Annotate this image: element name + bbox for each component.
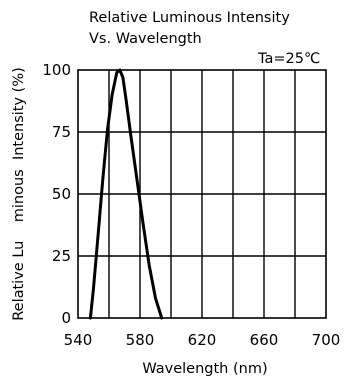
y-axis-label: Relative Lu minous Intensity (%) <box>11 67 27 321</box>
x-tick-label: 540 <box>64 331 93 349</box>
x-tick-label: 700 <box>312 331 341 349</box>
y-tick-labels: 0 25 50 75 100 <box>42 61 71 327</box>
y-tick-label: 25 <box>52 247 71 265</box>
chart-title-line-2: Vs. Wavelength <box>89 31 202 47</box>
series-line <box>88 68 164 320</box>
grid-lines <box>78 70 326 318</box>
y-tick-label: 0 <box>61 309 71 327</box>
chart-title-line-1: Relative Luminous Intensity <box>89 10 290 26</box>
x-tick-label: 580 <box>126 331 155 349</box>
x-tick-label: 620 <box>188 331 217 349</box>
y-tick-label: 75 <box>52 123 71 141</box>
y-tick-label: 50 <box>52 185 71 203</box>
x-tick-label: 660 <box>250 331 279 349</box>
x-axis-label: Wavelength (nm) <box>142 361 267 377</box>
plot-frame <box>77 69 327 319</box>
y-tick-label: 100 <box>42 61 71 79</box>
x-tick-labels: 540 580 620 660 700 <box>64 331 341 349</box>
temperature-annotation: Ta=25℃ <box>257 51 320 67</box>
series-curve-group <box>88 68 164 320</box>
